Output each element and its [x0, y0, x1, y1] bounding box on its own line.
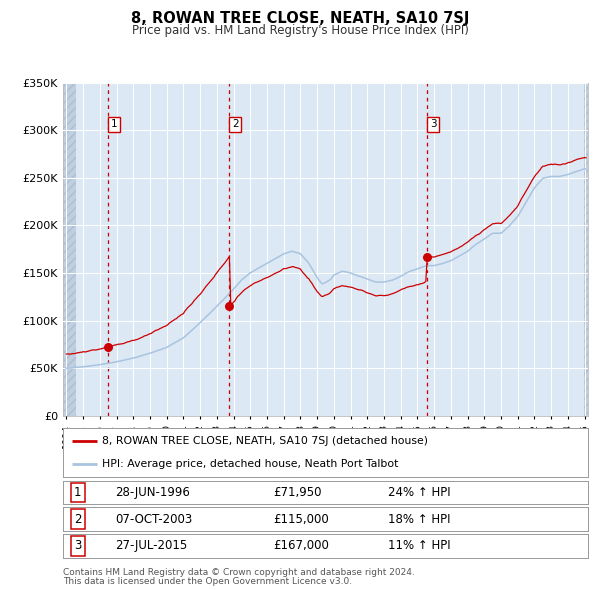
Text: 8, ROWAN TREE CLOSE, NEATH, SA10 7SJ (detached house): 8, ROWAN TREE CLOSE, NEATH, SA10 7SJ (de… — [103, 437, 428, 447]
Text: 18% ↑ HPI: 18% ↑ HPI — [389, 513, 451, 526]
Text: 3: 3 — [430, 119, 436, 129]
Text: 11% ↑ HPI: 11% ↑ HPI — [389, 539, 451, 552]
Text: HPI: Average price, detached house, Neath Port Talbot: HPI: Average price, detached house, Neat… — [103, 458, 399, 468]
Text: 07-OCT-2003: 07-OCT-2003 — [115, 513, 193, 526]
Text: £115,000: £115,000 — [273, 513, 329, 526]
Text: Price paid vs. HM Land Registry's House Price Index (HPI): Price paid vs. HM Land Registry's House … — [131, 24, 469, 37]
Text: £167,000: £167,000 — [273, 539, 329, 552]
Text: Contains HM Land Registry data © Crown copyright and database right 2024.: Contains HM Land Registry data © Crown c… — [63, 568, 415, 576]
Text: 1: 1 — [74, 486, 82, 499]
Text: 2: 2 — [232, 119, 238, 129]
Text: £71,950: £71,950 — [273, 486, 322, 499]
Text: 28-JUN-1996: 28-JUN-1996 — [115, 486, 190, 499]
Bar — [584, 83, 592, 416]
Text: 24% ↑ HPI: 24% ↑ HPI — [389, 486, 451, 499]
Text: This data is licensed under the Open Government Licence v3.0.: This data is licensed under the Open Gov… — [63, 577, 352, 586]
Text: 1: 1 — [110, 119, 117, 129]
Text: 8, ROWAN TREE CLOSE, NEATH, SA10 7SJ: 8, ROWAN TREE CLOSE, NEATH, SA10 7SJ — [131, 11, 469, 25]
Text: 3: 3 — [74, 539, 82, 552]
Text: 2: 2 — [74, 513, 82, 526]
Bar — [63, 83, 76, 416]
Text: 27-JUL-2015: 27-JUL-2015 — [115, 539, 188, 552]
